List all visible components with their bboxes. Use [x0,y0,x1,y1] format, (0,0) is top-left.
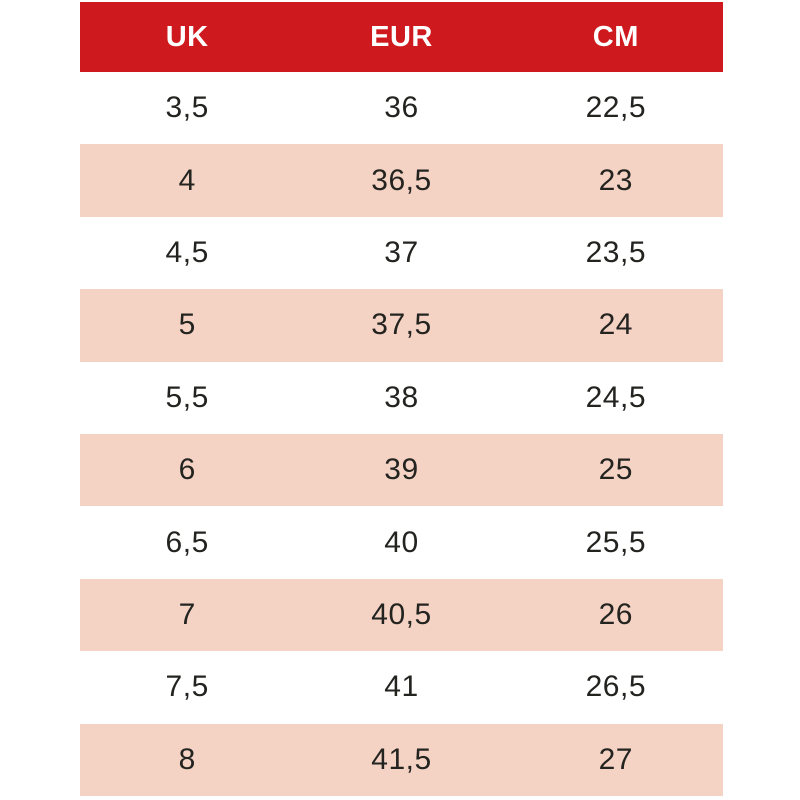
cell-uk: 4,5 [165,236,209,270]
cell-eur: 36 [384,91,419,125]
cell-uk: 6,5 [165,525,209,559]
cell-uk: 7 [178,598,196,632]
cell-eur: 40 [384,525,419,559]
cell-eur: 36,5 [371,163,432,197]
column-header-eur: EUR [370,20,433,53]
cell-cm: 24,5 [585,380,647,414]
table-row: 4 36,5 23 [80,144,723,217]
cell-cm: 23 [598,163,633,197]
cell-uk: 5,5 [165,380,209,414]
table-row: 7 40,5 26 [80,578,723,652]
column-header-uk: UK [165,20,209,53]
table-row: 5,5 38 24,5 [80,362,723,434]
table-row: 7,5 41 26,5 [80,651,723,723]
cell-eur: 38 [384,380,419,414]
table-row: 3,5 36 22,5 [80,72,723,144]
cell-uk: 7,5 [165,670,209,704]
cell-eur: 39 [384,453,419,487]
cell-eur: 41 [384,670,419,704]
cell-cm: 26 [598,598,633,632]
cell-uk: 8 [178,742,196,776]
column-header-cm: CM [592,20,639,53]
table-row: 4,5 37 23,5 [80,217,723,289]
cell-uk: 5 [178,308,196,342]
cell-eur: 37 [384,236,419,270]
cell-cm: 26,5 [585,670,647,704]
cell-uk: 3,5 [165,91,209,125]
table-row: 5 37,5 24 [80,289,723,362]
table-row: 8 41,5 27 [80,723,723,797]
size-conversion-table: UK EUR CM 3,5 36 22,5 4 36,5 23 4,5 37 2… [80,2,723,797]
cell-uk: 4 [178,163,196,197]
cell-eur: 40,5 [371,598,432,632]
cell-cm: 27 [598,742,633,776]
cell-eur: 41,5 [371,742,432,776]
cell-cm: 25,5 [585,525,647,559]
cell-cm: 25 [598,453,633,487]
cell-cm: 23,5 [585,236,647,270]
cell-uk: 6 [178,453,196,487]
table-header-row: UK EUR CM [80,2,723,72]
table-row: 6,5 40 25,5 [80,506,723,578]
cell-cm: 22,5 [585,91,647,125]
cell-eur: 37,5 [371,308,432,342]
table-row: 6 39 25 [80,434,723,507]
cell-cm: 24 [598,308,633,342]
